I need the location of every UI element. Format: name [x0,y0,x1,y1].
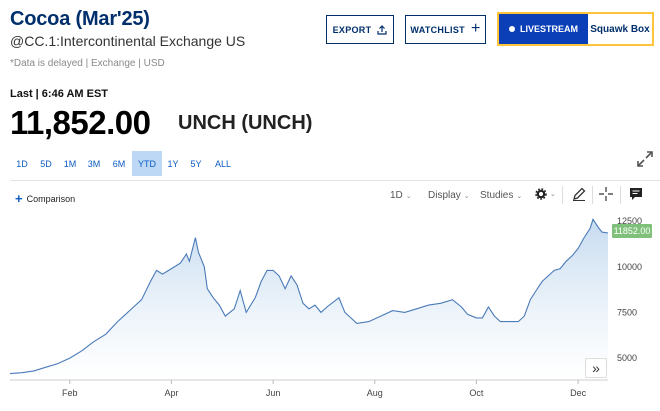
delayed-data-note: *Data is delayed | Exchange | USD [10,58,165,69]
y-tick-label: 10000 [617,262,642,272]
export-button[interactable]: EXPORT [326,15,394,44]
live-dot-icon [508,26,515,32]
x-tick-label: Dec [570,388,587,398]
y-axis: 5000 7500 10000 12500 [617,216,642,363]
comment-icon[interactable] [628,186,644,202]
settings-dropdown[interactable]: ⌄ [535,188,556,200]
interval-dropdown[interactable]: 1D ⌄ [390,190,412,201]
y-tick-label: 5000 [617,353,637,363]
toolbar-separator [562,186,563,204]
last-trade-time: Last | 6:46 AM EST [10,88,109,100]
export-label: EXPORT [332,24,372,35]
range-5y[interactable]: 5Y [190,158,202,169]
comparison-label: Comparison [26,193,76,204]
symbol-exchange: @CC.1:Intercontinental Exchange US [10,33,246,49]
chevron-down-icon: ⌄ [550,191,556,198]
squawk-box-button[interactable]: Squawk Box [588,14,652,44]
chevron-down-icon: ⌄ [405,192,412,200]
range-1m[interactable]: 1M [63,158,77,169]
display-dropdown[interactable]: Display ⌄ [428,190,470,201]
scroll-to-latest-button[interactable]: » [585,358,607,378]
range-all[interactable]: ALL [214,158,231,169]
time-range-selector: 1D 5D 1M 3M 6M YTD 1Y 5Y ALL [10,151,238,176]
x-axis: Feb Apr Jun Aug Oct Dec [10,379,608,398]
x-tick-label: Apr [164,388,178,398]
last-price: 11,852.00 [10,104,151,141]
y-tick-label: 7500 [617,307,637,317]
page-title: Cocoa (Mar'25) [10,8,150,30]
chevron-down-icon: ⌄ [516,192,523,200]
plus-icon: + [15,191,23,206]
y-tick-label: 12500 [617,216,642,226]
livestream-group: LIVESTREAM Squawk Box [497,12,654,46]
livestream-button[interactable]: LIVESTREAM [499,14,588,44]
gear-icon [535,188,547,200]
watchlist-button[interactable]: WATCHLIST + [405,15,486,44]
range-1d[interactable]: 1D [16,158,28,169]
price-change: UNCH (UNCH) [178,112,313,134]
last-value-label: 11852.00 [612,224,652,238]
chart-toolbar-divider [10,180,660,181]
studies-dropdown[interactable]: Studies ⌄ [480,190,522,201]
comparison-button[interactable]: + Comparison [15,192,75,205]
squawk-box-label: Squawk Box [590,23,650,35]
interval-label: 1D [390,190,403,201]
crosshair-icon[interactable] [598,186,614,202]
watchlist-label: WATCHLIST [410,24,465,35]
x-tick-label: Oct [469,388,484,398]
x-tick-label: Jun [266,388,281,398]
livestream-label: LIVESTREAM [519,24,578,34]
range-ytd[interactable]: YTD [132,151,162,176]
range-5d[interactable]: 5D [40,158,52,169]
price-area-fill [10,219,608,380]
toolbar-separator [592,186,593,204]
x-tick-label: Feb [62,388,78,398]
x-tick-label: Aug [367,388,383,398]
display-label: Display [428,190,461,201]
double-chevron-right-icon: » [592,360,600,376]
export-icon [377,24,388,35]
range-6m[interactable]: 6M [112,158,126,169]
range-1y[interactable]: 1Y [167,158,179,169]
toolbar-separator [620,186,621,204]
range-3m[interactable]: 3M [87,158,101,169]
plus-icon: + [470,19,481,37]
price-line [9,218,609,375]
expand-icon[interactable] [636,150,654,168]
pencil-draw-icon[interactable] [571,186,587,202]
chevron-down-icon: ⌄ [463,192,470,200]
studies-label: Studies [480,190,514,201]
